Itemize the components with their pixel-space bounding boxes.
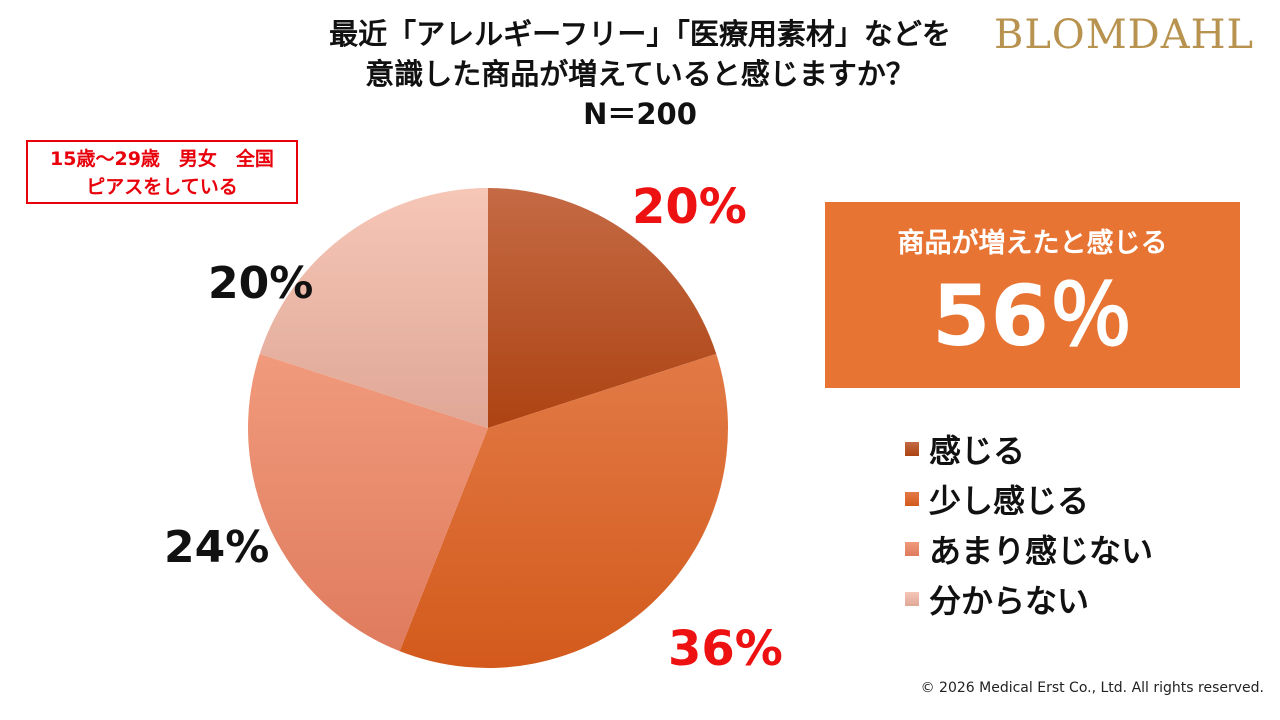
legend-swatch bbox=[905, 492, 919, 506]
slice-percent-label-4: 20% bbox=[208, 258, 314, 309]
scope-line-1: 15歳～29歳 男女 全国 bbox=[50, 148, 274, 170]
legend-item-2: 少し感じる bbox=[905, 474, 1153, 524]
brand-logo: BLOMDAHL bbox=[993, 12, 1255, 58]
copyright-footer: © 2026 Medical Erst Co., Ltd. All rights… bbox=[920, 680, 1264, 696]
legend-label: あまり感じない bbox=[929, 532, 1154, 570]
legend-swatch bbox=[905, 592, 919, 606]
legend-item-4: 分からない bbox=[905, 574, 1153, 624]
pie-slice-4 bbox=[259, 188, 488, 428]
title-line-3: N＝200 bbox=[583, 97, 697, 131]
slice-percent-label-3: 24% bbox=[164, 522, 270, 573]
title-line-2: 意識した商品が増えていると感じますか？ bbox=[365, 57, 915, 91]
survey-scope-box: 15歳～29歳 男女 全国 ピアスをしている bbox=[26, 140, 298, 204]
slice-percent-label-2: 36% bbox=[668, 621, 783, 677]
slice-percent-label-1: 20% bbox=[632, 179, 747, 235]
summary-callout: 商品が増えたと感じる 56％ bbox=[825, 202, 1240, 388]
legend-label: 分からない bbox=[929, 582, 1090, 620]
callout-value: 56％ bbox=[932, 267, 1133, 365]
chart-legend: 感じる少し感じるあまり感じない 分からない bbox=[905, 424, 1153, 624]
title-line-1: 最近「アレルギーフリー」「医療用素材」などを bbox=[329, 17, 951, 51]
scope-line-2: ピアスをしている bbox=[86, 176, 238, 198]
pie-slice-2 bbox=[399, 353, 728, 669]
legend-item-1: 感じる bbox=[905, 424, 1153, 474]
pie-slice-1 bbox=[488, 188, 717, 428]
legend-swatch bbox=[905, 442, 919, 456]
chart-title: 最近「アレルギーフリー」「医療用素材」などを 意識した商品が増えていると感じます… bbox=[300, 14, 980, 134]
pie-slice-3 bbox=[248, 353, 488, 652]
legend-item-3: あまり感じない bbox=[905, 524, 1153, 574]
callout-label: 商品が増えたと感じる bbox=[897, 228, 1168, 259]
legend-label: 感じる bbox=[929, 432, 1026, 470]
legend-swatch bbox=[905, 542, 919, 556]
legend-label: 少し感じる bbox=[929, 482, 1090, 520]
